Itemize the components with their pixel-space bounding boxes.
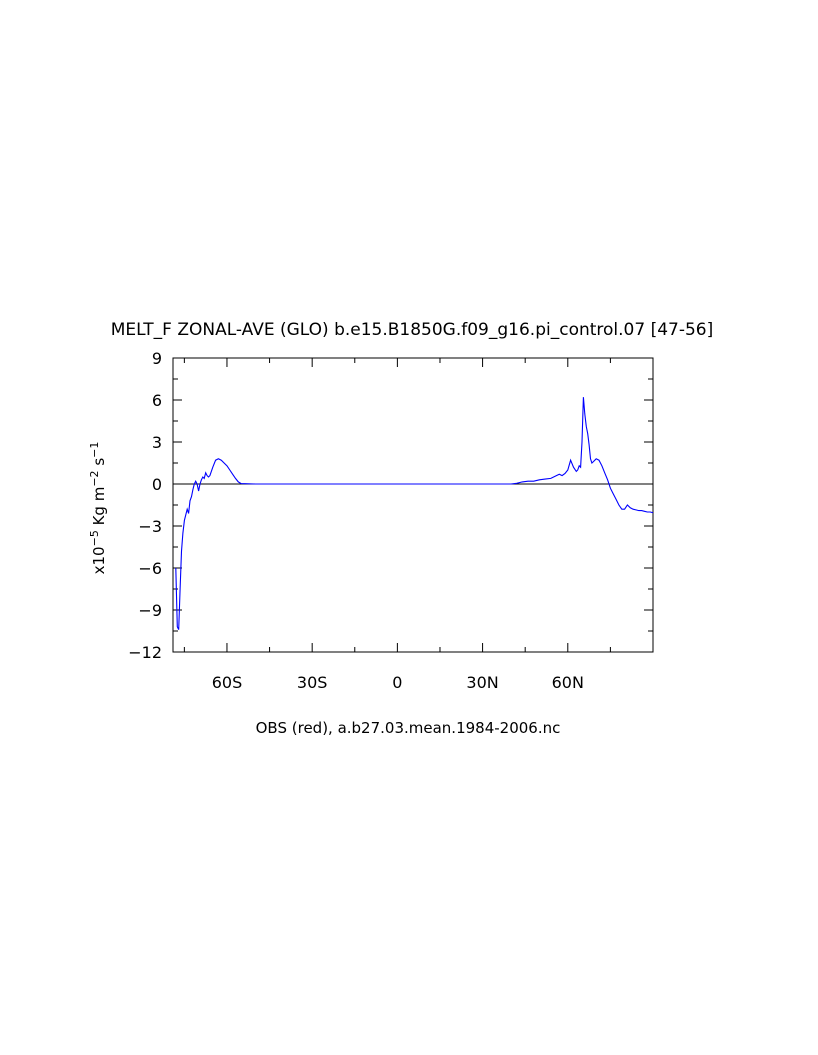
- x-axis-label: OBS (red), a.b27.03.mean.1984-2006.nc: [256, 719, 561, 737]
- y-axis-label: x10−5 Kg m−2 s−1: [88, 442, 109, 575]
- y-tick-label: −6: [138, 559, 162, 578]
- y-tick-label: −12: [128, 643, 162, 662]
- y-tick-label: 0: [152, 475, 162, 494]
- x-tick-label: 0: [392, 673, 402, 692]
- y-tick-label: −3: [138, 517, 162, 536]
- y-tick-label: 6: [152, 391, 162, 410]
- x-tick-label: 30N: [466, 673, 498, 692]
- x-tick-label: 30S: [297, 673, 328, 692]
- chart-title: MELT_F ZONAL-AVE (GLO) b.e15.B1850G.f09_…: [111, 320, 714, 340]
- y-tick-label: −9: [138, 601, 162, 620]
- x-tick-label: 60S: [212, 673, 243, 692]
- y-tick-label: 9: [152, 349, 162, 368]
- series-line: [175, 397, 654, 630]
- x-tick-label: 60N: [552, 673, 584, 692]
- y-tick-label: 3: [152, 433, 162, 452]
- plot-frame: [172, 357, 654, 653]
